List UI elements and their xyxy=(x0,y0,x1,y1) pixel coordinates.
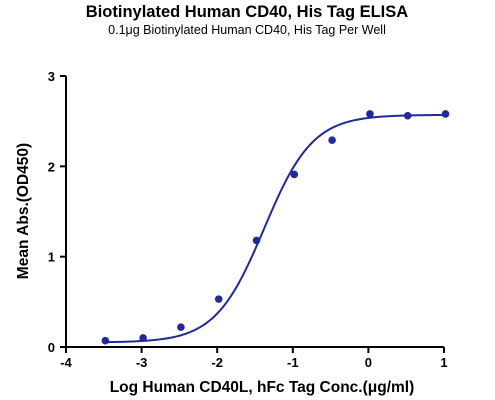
data-point xyxy=(328,136,336,144)
y-axis-label: Mean Abs.(OD450) xyxy=(15,143,32,279)
data-point xyxy=(366,110,374,118)
y-tick-label: 0 xyxy=(48,340,55,355)
data-point xyxy=(101,336,110,345)
x-tick-label: -3 xyxy=(136,355,148,370)
data-point xyxy=(214,295,223,303)
data-point xyxy=(403,111,412,120)
data-point xyxy=(290,170,299,179)
x-ticks: -4 -3 -2 -1 0 1 xyxy=(60,347,448,370)
chart-title: Biotinylated Human CD40, His Tag ELISA xyxy=(86,3,408,21)
data-points xyxy=(101,110,450,345)
x-tick-label: 1 xyxy=(440,355,447,370)
x-axis-label: Log Human CD40L, hFc Tag Conc.(μg/ml) xyxy=(110,379,415,396)
x-tick-label: -2 xyxy=(211,355,223,370)
chart-subtitle: 0.1μg Biotinylated Human CD40, His Tag P… xyxy=(108,23,386,37)
y-ticks: 0 1 2 3 xyxy=(48,69,66,355)
x-tick-label: 0 xyxy=(365,355,372,370)
data-point xyxy=(177,323,185,331)
fit-curve xyxy=(105,113,446,344)
data-point xyxy=(441,110,450,118)
y-tick-label: 3 xyxy=(48,69,55,84)
x-tick-label: -1 xyxy=(287,355,299,370)
x-tick-label: -4 xyxy=(60,355,72,370)
y-tick-label: 2 xyxy=(48,159,55,174)
data-point xyxy=(252,236,261,245)
y-tick-label: 1 xyxy=(48,250,55,265)
axes xyxy=(65,76,444,348)
data-point xyxy=(139,334,147,342)
